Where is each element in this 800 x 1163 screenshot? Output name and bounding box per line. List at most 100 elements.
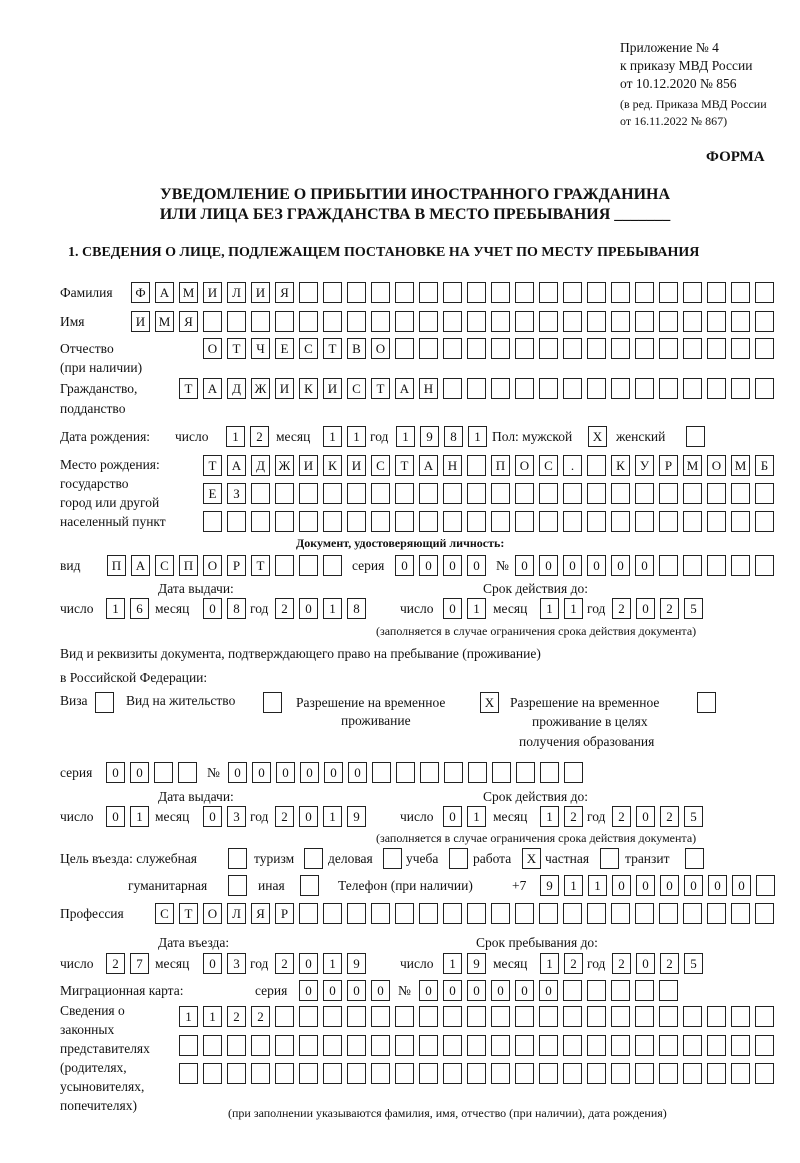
profession-char-box[interactable]: Л <box>227 903 246 924</box>
reps1-char-box[interactable] <box>419 1006 438 1027</box>
profession-char-box[interactable]: Я <box>251 903 270 924</box>
birthplace2-char-box[interactable] <box>443 483 462 504</box>
birth-day-char-box[interactable]: 1 <box>226 426 245 447</box>
p-business-checkbox[interactable] <box>383 848 402 869</box>
profession-char-box[interactable]: О <box>203 903 222 924</box>
surname-char-box[interactable]: М <box>179 282 198 303</box>
phone-char-box[interactable]: 1 <box>564 875 583 896</box>
birthplace2-char-box[interactable] <box>587 483 606 504</box>
name-char-box[interactable] <box>275 311 294 332</box>
name-char-box[interactable] <box>395 311 414 332</box>
id-valid-month-char-box[interactable]: 1 <box>564 598 583 619</box>
patronymic-char-box[interactable]: С <box>299 338 318 359</box>
citizenship-char-box[interactable]: И <box>323 378 342 399</box>
name-char-box[interactable]: И <box>131 311 150 332</box>
surname-char-box[interactable] <box>323 282 342 303</box>
surname-char-box[interactable] <box>371 282 390 303</box>
id-issue-year-char-box[interactable]: 0 <box>299 598 318 619</box>
name-char-box[interactable] <box>731 311 750 332</box>
name-char-box[interactable] <box>203 311 222 332</box>
patronymic-char-box[interactable] <box>707 338 726 359</box>
mc-number-char-box[interactable] <box>659 980 678 1001</box>
surname-char-box[interactable] <box>683 282 702 303</box>
id-valid-month-char-box[interactable]: 1 <box>540 598 559 619</box>
surname-char-box[interactable] <box>347 282 366 303</box>
birthplace3-char-box[interactable] <box>587 511 606 532</box>
reps1-char-box[interactable] <box>347 1006 366 1027</box>
profession-char-box[interactable] <box>587 903 606 924</box>
id-number-char-box[interactable] <box>659 555 678 576</box>
citizenship-char-box[interactable] <box>467 378 486 399</box>
id-number-char-box[interactable] <box>731 555 750 576</box>
stay-valid-year-char-box[interactable]: 5 <box>684 806 703 827</box>
birthplace3-char-box[interactable] <box>251 511 270 532</box>
stay-valid-year-char-box[interactable]: 2 <box>660 806 679 827</box>
birthplace3-char-box[interactable] <box>515 511 534 532</box>
surname-char-box[interactable] <box>299 282 318 303</box>
id-series-char-box[interactable]: 0 <box>467 555 486 576</box>
surname-char-box[interactable] <box>515 282 534 303</box>
birthplace3-char-box[interactable] <box>635 511 654 532</box>
birthplace2-char-box[interactable] <box>563 483 582 504</box>
temp-residence-checkbox[interactable]: X <box>480 692 499 713</box>
stay-issue-month-char-box[interactable]: 0 <box>203 806 222 827</box>
birthplace3-char-box[interactable] <box>563 511 582 532</box>
patronymic-char-box[interactable] <box>635 338 654 359</box>
name-char-box[interactable] <box>611 311 630 332</box>
profession-char-box[interactable]: Р <box>275 903 294 924</box>
birthplace1-char-box[interactable]: Д <box>251 455 270 476</box>
stay-issue-day-char-box[interactable]: 0 <box>106 806 125 827</box>
birth-month-char-box[interactable]: 1 <box>347 426 366 447</box>
birthplace3-char-box[interactable] <box>347 511 366 532</box>
mc-series-char-box[interactable]: 0 <box>299 980 318 1001</box>
sex-female-checkbox[interactable] <box>686 426 705 447</box>
stay-number-char-box[interactable] <box>372 762 391 783</box>
reps3-char-box[interactable] <box>395 1063 414 1084</box>
birthplace2-char-box[interactable] <box>419 483 438 504</box>
birthplace1-char-box[interactable]: О <box>707 455 726 476</box>
until-year-char-box[interactable]: 2 <box>612 953 631 974</box>
name-char-box[interactable] <box>323 311 342 332</box>
citizenship-char-box[interactable] <box>731 378 750 399</box>
profession-char-box[interactable] <box>323 903 342 924</box>
until-day-char-box[interactable]: 1 <box>443 953 462 974</box>
citizenship-char-box[interactable] <box>611 378 630 399</box>
stay-valid-month-char-box[interactable]: 2 <box>564 806 583 827</box>
stay-series-char-box[interactable] <box>178 762 197 783</box>
p-work-checkbox[interactable]: X <box>522 848 541 869</box>
stay-number-char-box[interactable]: 0 <box>228 762 247 783</box>
mc-number-char-box[interactable]: 0 <box>491 980 510 1001</box>
name-char-box[interactable] <box>467 311 486 332</box>
birth-year-char-box[interactable]: 1 <box>468 426 487 447</box>
profession-char-box[interactable] <box>611 903 630 924</box>
birthplace1-char-box[interactable]: И <box>299 455 318 476</box>
profession-char-box[interactable]: С <box>155 903 174 924</box>
birthplace2-char-box[interactable] <box>683 483 702 504</box>
patronymic-char-box[interactable]: О <box>203 338 222 359</box>
birthplace2-char-box[interactable]: З <box>227 483 246 504</box>
birthplace1-char-box[interactable]: Б <box>755 455 774 476</box>
citizenship-char-box[interactable]: Д <box>227 378 246 399</box>
patronymic-char-box[interactable]: Е <box>275 338 294 359</box>
stay-issue-year-char-box[interactable]: 9 <box>347 806 366 827</box>
reps3-char-box[interactable] <box>539 1063 558 1084</box>
stay-issue-year-char-box[interactable]: 0 <box>299 806 318 827</box>
birthplace2-char-box[interactable] <box>611 483 630 504</box>
phone-char-box[interactable]: 0 <box>732 875 751 896</box>
stay-number-char-box[interactable] <box>540 762 559 783</box>
stay-number-char-box[interactable] <box>396 762 415 783</box>
reps2-char-box[interactable] <box>587 1035 606 1056</box>
surname-char-box[interactable] <box>395 282 414 303</box>
surname-char-box[interactable] <box>491 282 510 303</box>
surname-char-box[interactable] <box>707 282 726 303</box>
reps1-char-box[interactable] <box>443 1006 462 1027</box>
id-kind-char-box[interactable]: П <box>107 555 126 576</box>
reps1-char-box[interactable] <box>539 1006 558 1027</box>
id-kind-char-box[interactable]: С <box>155 555 174 576</box>
patronymic-char-box[interactable] <box>539 338 558 359</box>
birthplace2-char-box[interactable] <box>491 483 510 504</box>
patronymic-char-box[interactable] <box>587 338 606 359</box>
birthplace3-char-box[interactable] <box>683 511 702 532</box>
reps1-char-box[interactable] <box>731 1006 750 1027</box>
reps3-char-box[interactable] <box>731 1063 750 1084</box>
